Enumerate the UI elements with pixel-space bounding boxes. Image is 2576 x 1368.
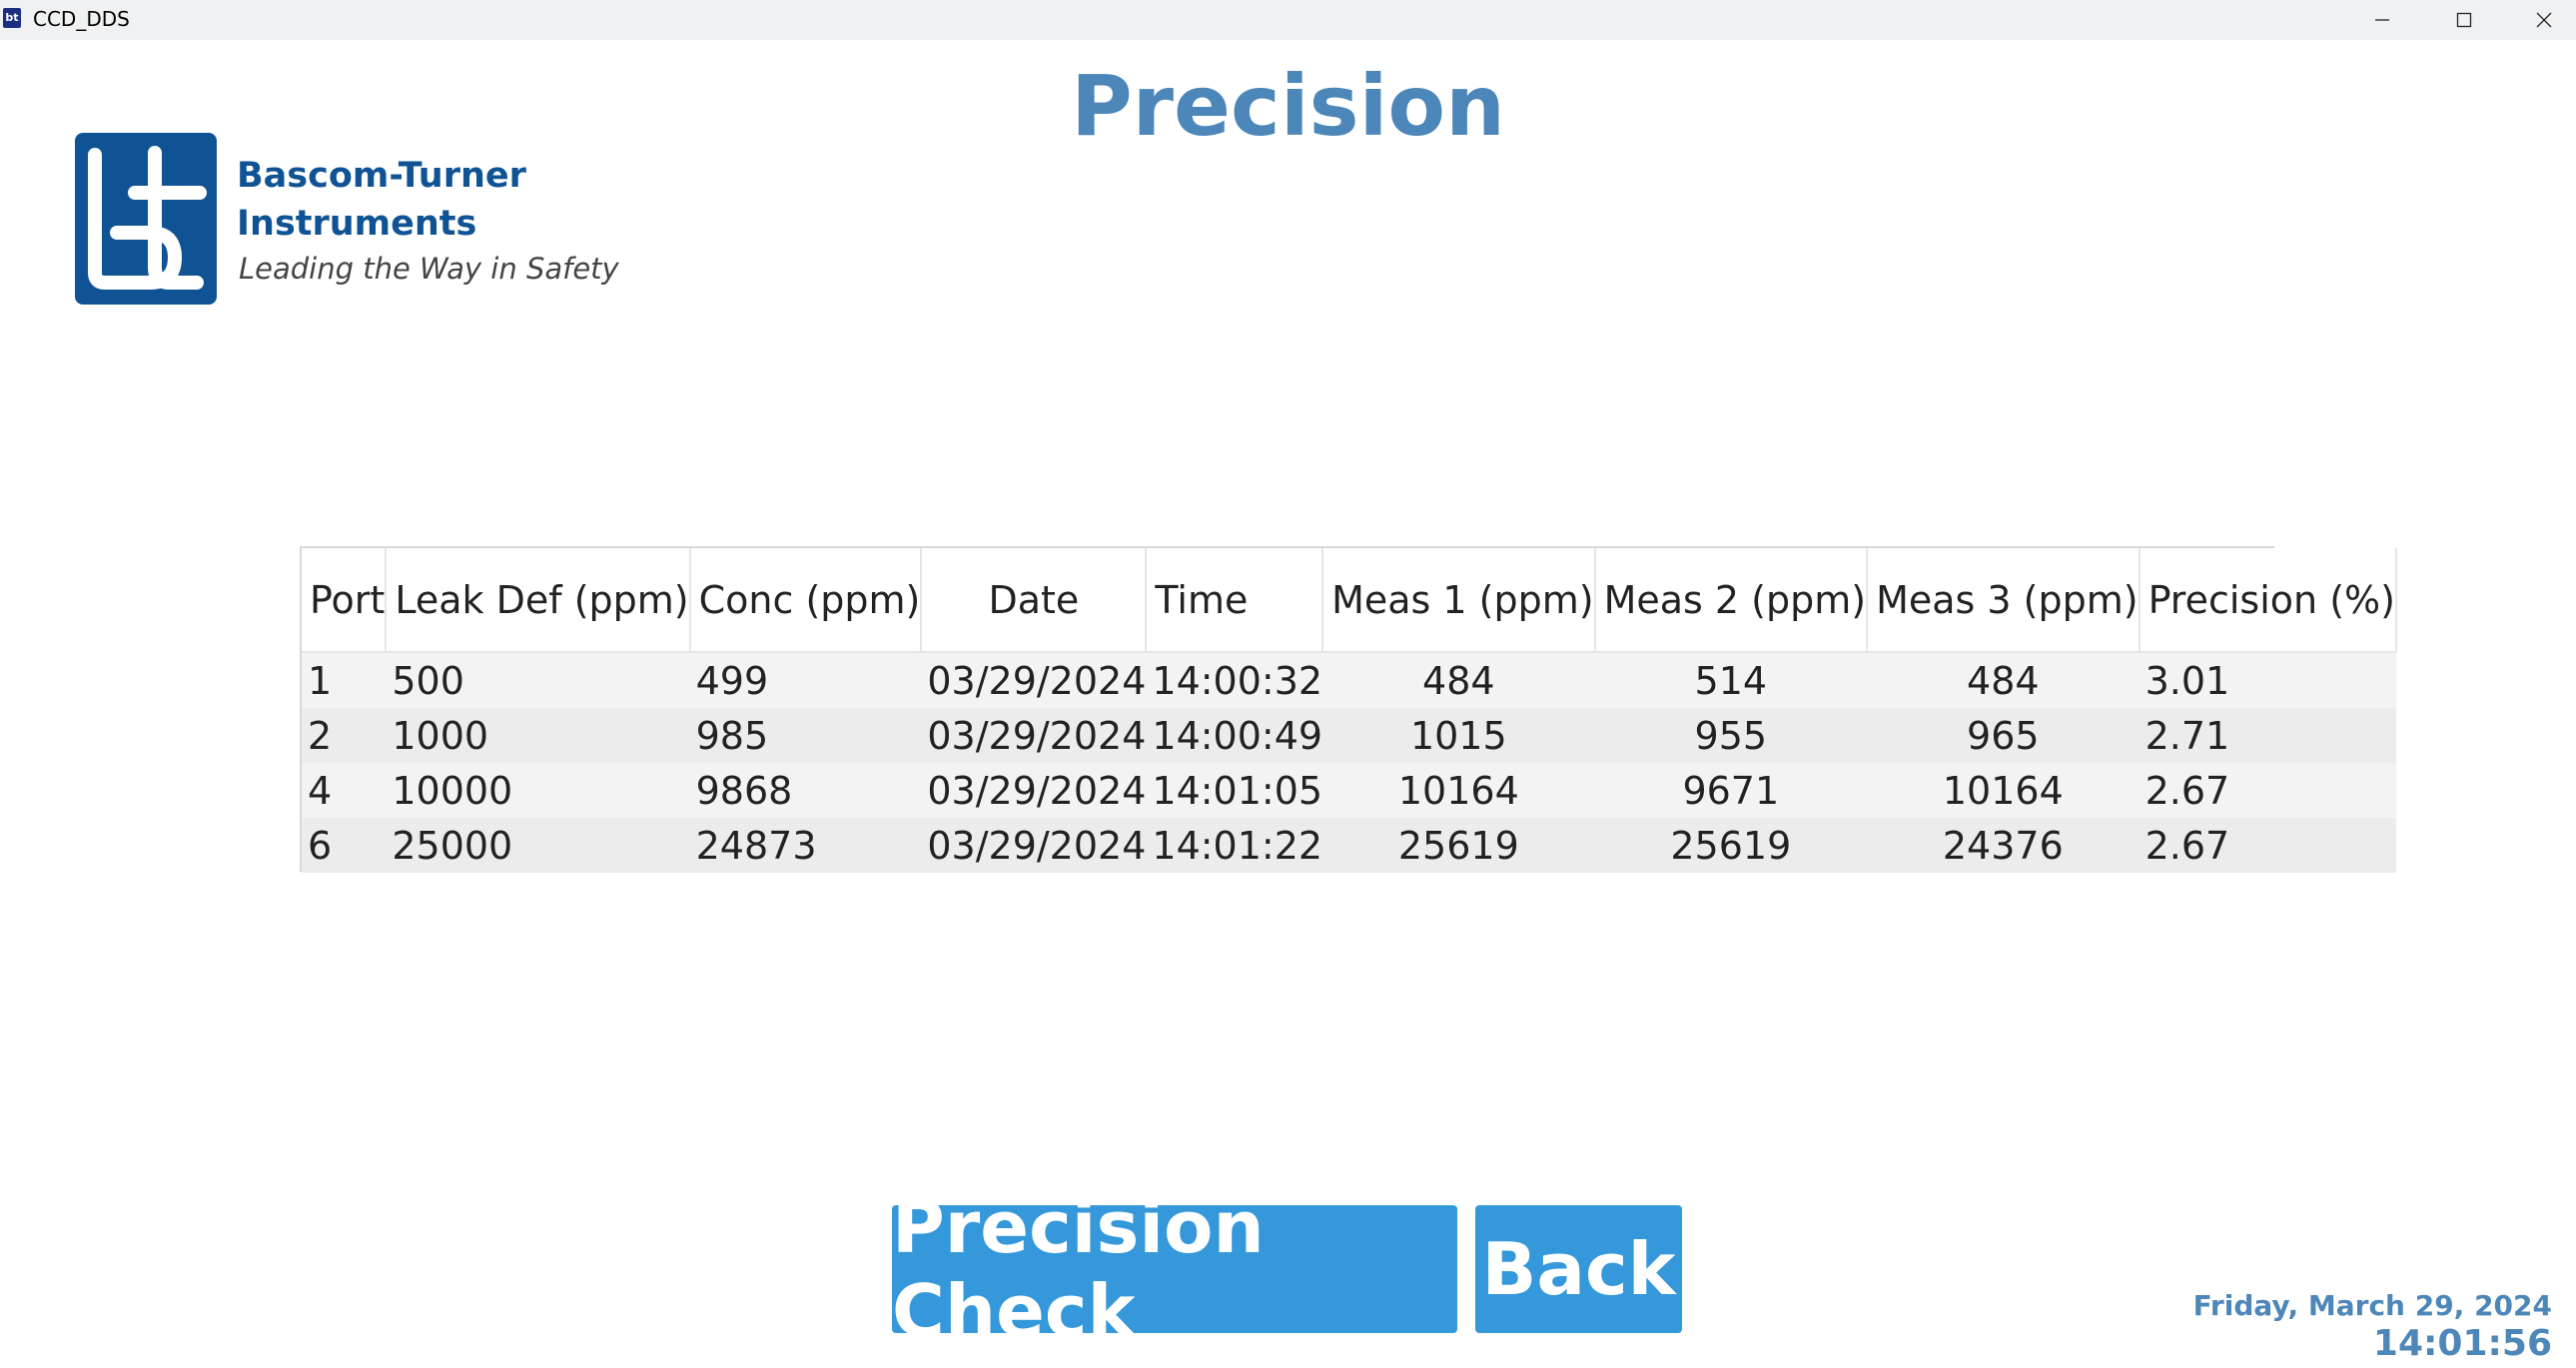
cell-meas2: 9671 bbox=[1594, 763, 1868, 818]
cell-precision: 2.71 bbox=[2139, 708, 2396, 763]
back-button[interactable]: Back bbox=[1475, 1205, 1682, 1333]
cell-port: 6 bbox=[302, 818, 387, 873]
cell-precision: 3.01 bbox=[2139, 652, 2396, 708]
table-header-row: Port Leak Def (ppm) Conc (ppm) Date Time… bbox=[302, 548, 2397, 653]
cell-port: 2 bbox=[302, 708, 387, 763]
maximize-icon bbox=[2456, 12, 2472, 28]
column-header-meas3[interactable]: Meas 3 (ppm) bbox=[1867, 548, 2141, 653]
cell-conc: 499 bbox=[689, 652, 922, 708]
close-icon bbox=[2536, 12, 2552, 28]
cell-meas3: 965 bbox=[1867, 708, 2140, 763]
column-header-leak-def[interactable]: Leak Def (ppm) bbox=[386, 548, 691, 653]
cell-meas1: 1015 bbox=[1322, 708, 1595, 763]
cell-meas1: 25619 bbox=[1322, 818, 1595, 873]
cell-meas2: 514 bbox=[1594, 652, 1868, 708]
brand-name: Bascom-Turner Instruments bbox=[237, 156, 526, 244]
column-header-time[interactable]: Time bbox=[1146, 548, 1324, 653]
cell-meas2: 955 bbox=[1594, 708, 1868, 763]
table-row[interactable]: 6 25000 24873 03/29/2024 14:01:22 25619 … bbox=[302, 818, 2396, 873]
cell-time: 14:00:32 bbox=[1146, 652, 1323, 708]
company-logo bbox=[75, 133, 217, 305]
cell-meas3: 24376 bbox=[1867, 818, 2140, 873]
current-date: Friday, March 29, 2024 bbox=[2192, 1289, 2552, 1322]
cell-date: 03/29/2024 bbox=[921, 763, 1147, 818]
cell-leak-def: 1000 bbox=[386, 708, 690, 763]
cell-date: 03/29/2024 bbox=[921, 818, 1147, 873]
close-button[interactable] bbox=[2504, 0, 2576, 40]
cell-time: 14:01:22 bbox=[1146, 818, 1323, 873]
cell-time: 14:00:49 bbox=[1146, 708, 1323, 763]
cell-meas3: 10164 bbox=[1867, 763, 2140, 818]
maximize-button[interactable] bbox=[2424, 0, 2504, 40]
window-title: CCD_DDS bbox=[33, 7, 130, 31]
cell-date: 03/29/2024 bbox=[921, 708, 1147, 763]
cell-port: 1 bbox=[302, 652, 387, 708]
precision-data-table: Port Leak Def (ppm) Conc (ppm) Date Time… bbox=[302, 548, 2397, 873]
column-header-meas1[interactable]: Meas 1 (ppm) bbox=[1322, 548, 1596, 653]
cell-meas1: 484 bbox=[1322, 652, 1595, 708]
cell-meas3: 484 bbox=[1867, 652, 2140, 708]
table-row[interactable]: 2 1000 985 03/29/2024 14:00:49 1015 955 … bbox=[302, 708, 2396, 763]
brand-tagline: Leading the Way in Safety bbox=[239, 252, 619, 286]
cell-precision: 2.67 bbox=[2139, 763, 2396, 818]
cell-leak-def: 10000 bbox=[386, 763, 690, 818]
page-title: Precision bbox=[1071, 57, 1505, 155]
column-header-conc[interactable]: Conc (ppm) bbox=[689, 548, 923, 653]
cell-conc: 9868 bbox=[689, 763, 922, 818]
column-header-precision[interactable]: Precision (%) bbox=[2139, 548, 2397, 653]
minimize-button[interactable] bbox=[2342, 0, 2422, 40]
cell-leak-def: 25000 bbox=[386, 818, 690, 873]
bt-logo-icon bbox=[88, 146, 207, 290]
table-row[interactable]: 4 10000 9868 03/29/2024 14:01:05 10164 9… bbox=[302, 763, 2396, 818]
cell-conc: 24873 bbox=[689, 818, 922, 873]
precision-check-button[interactable]: Precision Check bbox=[892, 1185, 1457, 1353]
precision-table: Port Leak Def (ppm) Conc (ppm) Date Time… bbox=[300, 546, 2397, 873]
column-header-meas2[interactable]: Meas 2 (ppm) bbox=[1594, 548, 1869, 653]
cell-port: 4 bbox=[302, 763, 387, 818]
cell-meas2: 25619 bbox=[1594, 818, 1868, 873]
cell-meas1: 10164 bbox=[1322, 763, 1595, 818]
cell-leak-def: 500 bbox=[386, 652, 690, 708]
datetime-display: Friday, March 29, 2024 14:01:56 bbox=[2193, 1288, 2552, 1364]
table-row[interactable]: 1 500 499 03/29/2024 14:00:32 484 514 48… bbox=[302, 652, 2396, 708]
cell-conc: 985 bbox=[689, 708, 922, 763]
cell-time: 14:01:05 bbox=[1146, 763, 1323, 818]
window-title-bar: bt CCD_DDS bbox=[0, 0, 2576, 40]
minimize-icon bbox=[2375, 19, 2389, 21]
column-header-date[interactable]: Date bbox=[921, 548, 1148, 653]
current-time: 14:01:56 bbox=[2372, 1323, 2552, 1364]
cell-precision: 2.67 bbox=[2139, 818, 2396, 873]
app-logo-icon: bt bbox=[3, 8, 21, 28]
column-header-port[interactable]: Port bbox=[302, 548, 388, 653]
cell-date: 03/29/2024 bbox=[921, 652, 1147, 708]
